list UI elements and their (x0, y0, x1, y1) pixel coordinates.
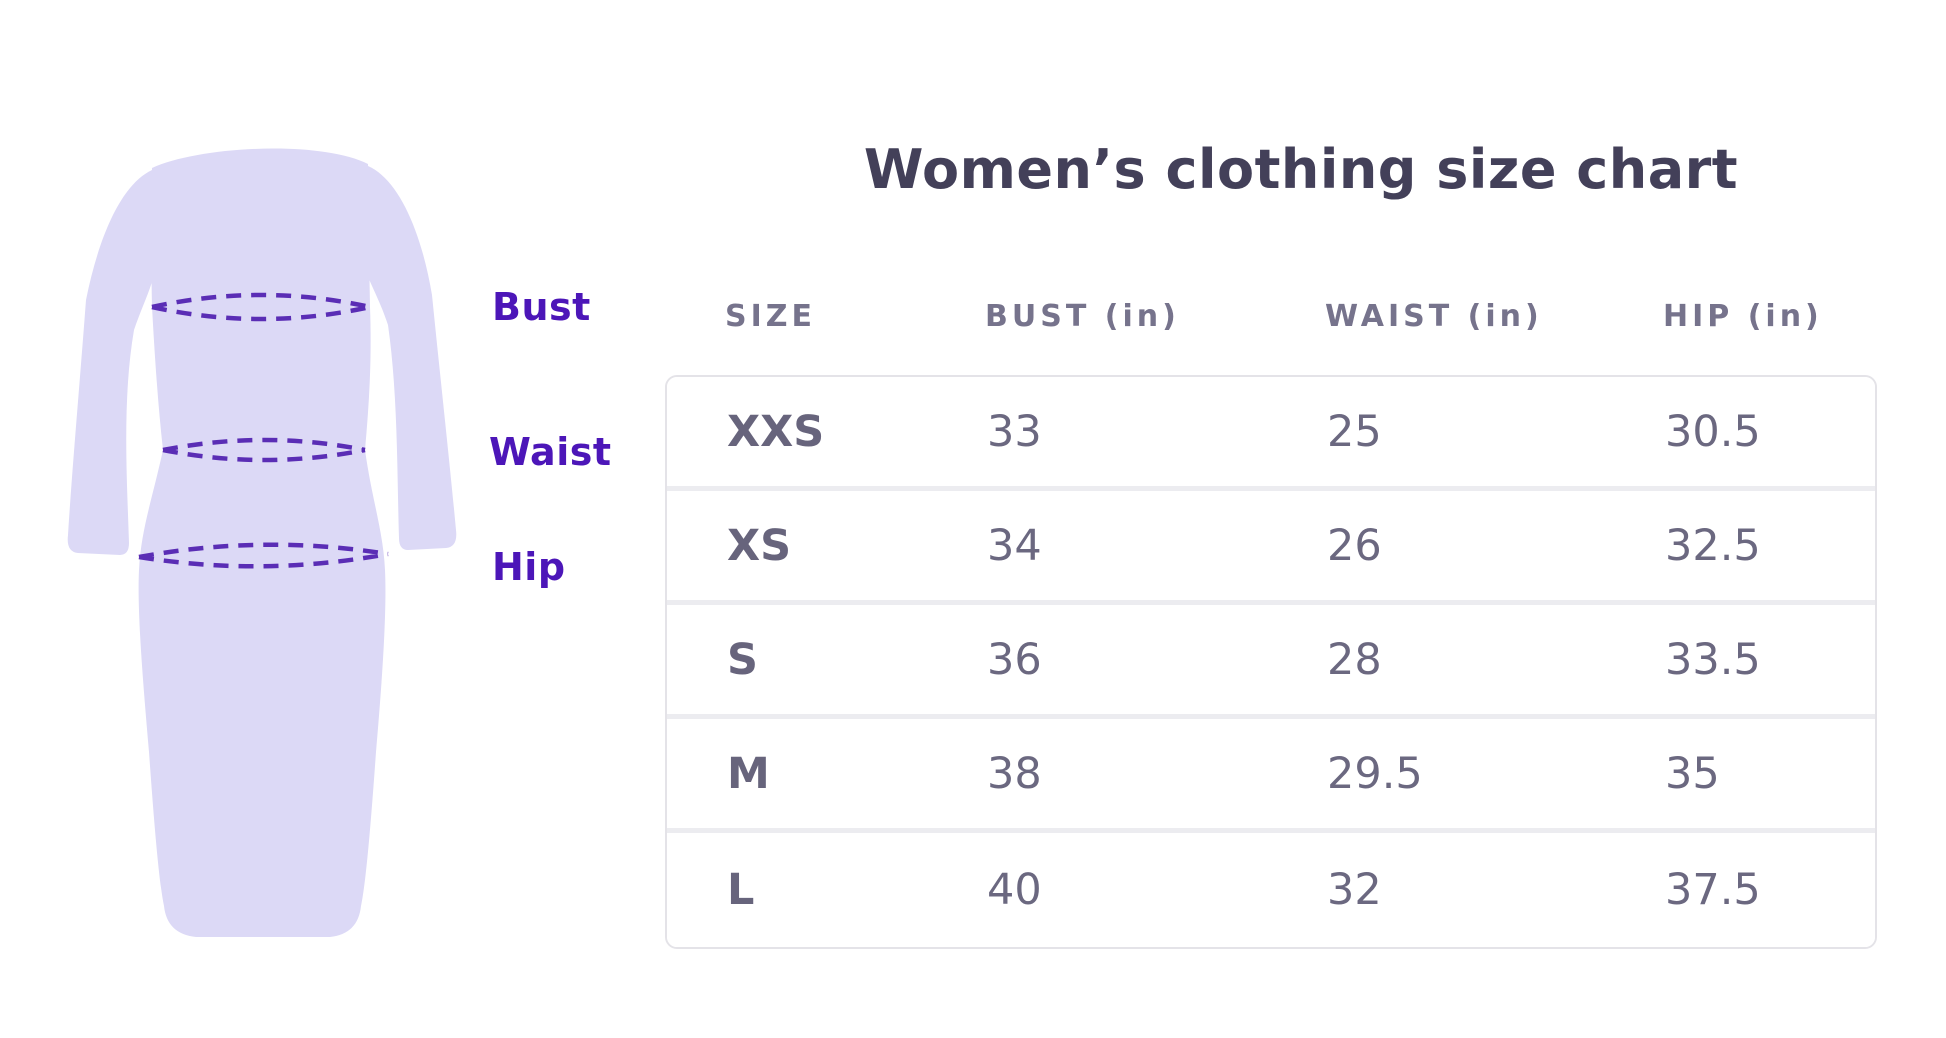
bust-label: Bust (492, 285, 591, 329)
column-header-hip: HIP (in) (1663, 298, 1823, 334)
waist-cell: 26 (1327, 520, 1382, 571)
hip-cell: 33.5 (1665, 634, 1761, 685)
waist-measure-line (162, 437, 366, 463)
hip-cell: 32.5 (1665, 520, 1761, 571)
hip-label: Hip (492, 545, 566, 589)
hip-measure-line (138, 542, 389, 569)
dress-body (138, 148, 386, 937)
table-row: XXS 33 25 30.5 (667, 377, 1875, 491)
table-row: L 40 32 37.5 (667, 833, 1875, 947)
dress-illustration-icon (67, 148, 457, 937)
size-cell: M (727, 748, 770, 799)
dress-right-sleeve (368, 166, 457, 550)
page-title: Women’s clothing size chart (863, 138, 1739, 201)
dress-left-sleeve (67, 170, 152, 555)
waist-cell: 32 (1327, 865, 1382, 915)
hip-cell: 37.5 (1665, 865, 1761, 915)
bust-cell: 34 (987, 520, 1042, 571)
table-row: XS 34 26 32.5 (667, 491, 1875, 605)
bust-cell: 38 (987, 748, 1042, 799)
hip-cell: 30.5 (1665, 406, 1761, 457)
size-cell: XXS (727, 406, 825, 457)
size-cell: L (727, 865, 755, 915)
table-header-row: SIZE BUST (in) WAIST (in) HIP (in) (665, 290, 1877, 342)
column-header-bust: BUST (in) (985, 298, 1180, 334)
bust-cell: 40 (987, 865, 1042, 915)
size-cell: S (727, 634, 758, 685)
bust-measure-line (151, 292, 371, 322)
waist-cell: 29.5 (1327, 748, 1423, 799)
bust-cell: 33 (987, 406, 1042, 457)
waist-cell: 25 (1327, 406, 1382, 457)
column-header-waist: WAIST (in) (1325, 298, 1543, 334)
column-header-size: SIZE (725, 298, 817, 334)
waist-label: Waist (489, 430, 612, 474)
table-row: S 36 28 33.5 (667, 605, 1875, 719)
size-cell: XS (727, 520, 792, 571)
table-row: M 38 29.5 35 (667, 719, 1875, 833)
hip-cell: 35 (1665, 748, 1720, 799)
bust-cell: 36 (987, 634, 1042, 685)
waist-cell: 28 (1327, 634, 1382, 685)
size-table: XXS 33 25 30.5 XS 34 26 32.5 S 36 28 33.… (665, 375, 1877, 949)
